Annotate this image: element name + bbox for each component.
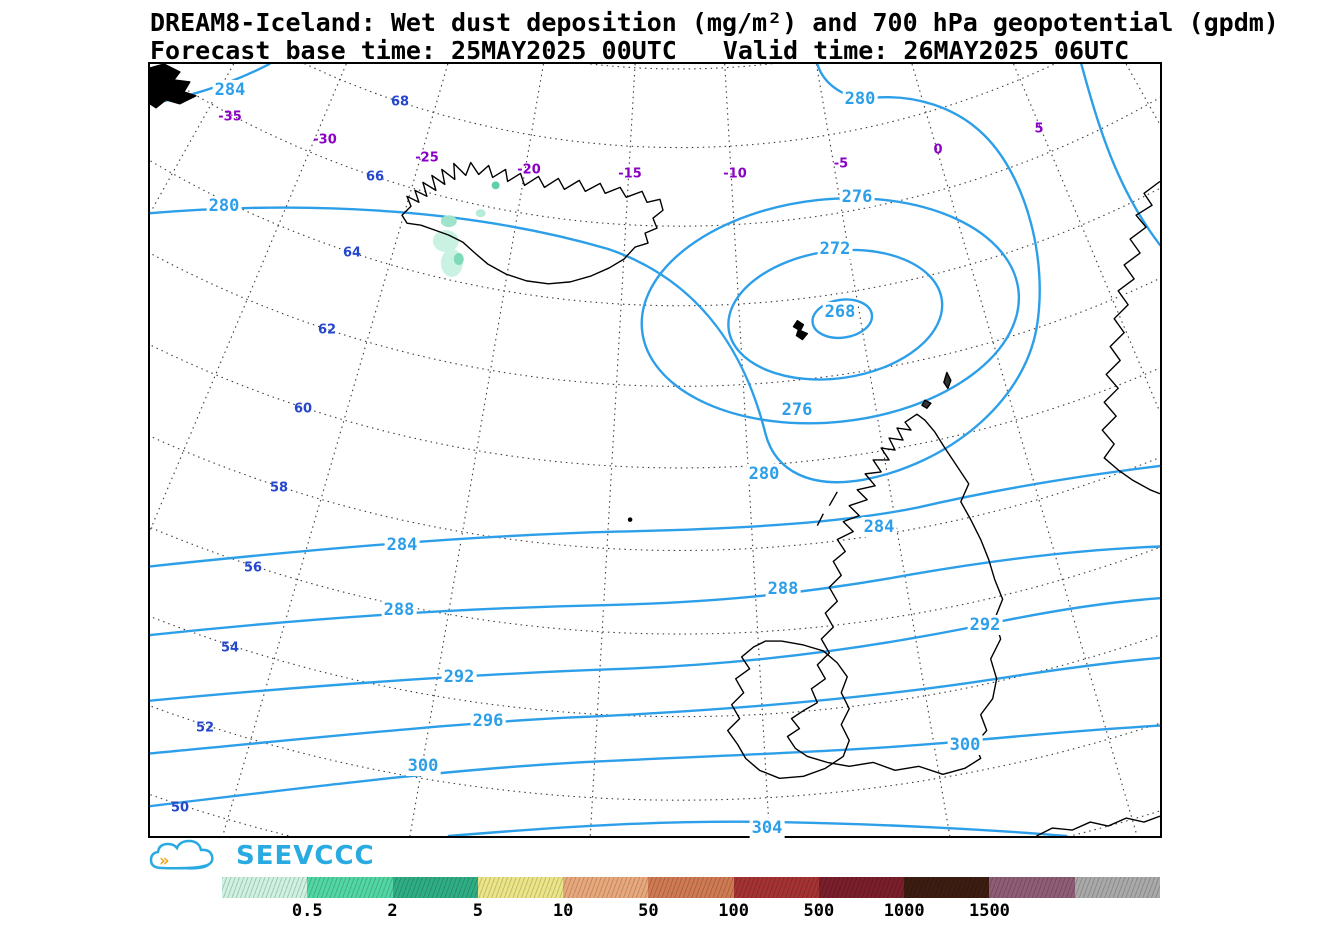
chart-subtitle: Forecast base time: 25MAY2025 00UTC Vali… — [150, 36, 1129, 65]
lon-label: -30 — [313, 132, 337, 148]
lon-label: 0 — [933, 142, 943, 158]
contour-label: 284 — [384, 535, 420, 555]
geopotential-contours — [150, 64, 1160, 836]
coast-iceland — [401, 161, 664, 285]
lat-label: 68 — [390, 94, 410, 110]
lat-label: 56 — [243, 560, 263, 576]
lon-label: -10 — [723, 166, 747, 182]
coastlines — [150, 64, 1160, 836]
coast-great-britain — [786, 413, 1004, 776]
contour-label: 300 — [947, 735, 983, 755]
contour-label: 296 — [470, 711, 506, 731]
colorbar-label: 500 — [803, 901, 835, 921]
coast-st-kilda — [627, 517, 633, 522]
colorbar-segment — [563, 877, 649, 898]
colorbar-label: 10 — [552, 901, 574, 921]
lat-label: 52 — [195, 720, 215, 736]
lat-label: 54 — [220, 640, 240, 656]
lon-label: -35 — [218, 109, 242, 125]
contour-300 — [150, 724, 1160, 808]
colorbar-segment — [648, 877, 734, 898]
coast-shetland — [943, 371, 952, 390]
coast-faroe — [792, 319, 809, 341]
contour-label: 292 — [967, 615, 1003, 635]
map-canvas — [150, 64, 1160, 836]
contour-label: 284 — [861, 517, 897, 537]
coast-greenland — [150, 64, 197, 109]
contour-label: 288 — [381, 600, 417, 620]
colorbar-segment — [477, 877, 564, 898]
contour-label: 280 — [206, 196, 242, 216]
forecast-base-time: Forecast base time: 25MAY2025 00UTC — [150, 36, 677, 65]
lon-label: -15 — [618, 166, 642, 182]
contour-296 — [150, 656, 1160, 755]
lon-label: -20 — [517, 162, 541, 178]
contour-label: 276 — [839, 187, 875, 207]
colorbar-label: 1000 — [883, 901, 925, 921]
colorbar-segment — [818, 877, 905, 898]
map-frame: -35 -30 -25 -20 -15 -10 -5 0 5 68 66 64 62 60 58 56 54 52… — [148, 62, 1162, 838]
colorbar-segment — [307, 877, 393, 898]
colorbar-segment — [989, 877, 1075, 898]
seevccc-logo: » SEEVCCC — [146, 838, 375, 874]
contour-ne-segment — [1080, 64, 1160, 247]
logo-arrows: » — [159, 851, 169, 871]
contour-label: 304 — [749, 818, 785, 838]
colorbar-segment — [904, 877, 990, 898]
colorbar-segment — [1074, 877, 1160, 898]
lat-label: 66 — [365, 169, 385, 185]
contour-label: 280 — [842, 89, 878, 109]
lat-label: 62 — [317, 322, 337, 338]
cloud-icon: » — [149, 839, 214, 871]
coast-france — [1036, 815, 1160, 836]
coast-norway — [1101, 180, 1160, 495]
lat-label: 64 — [342, 245, 362, 261]
contour-288 — [150, 545, 1160, 637]
colorbar-label: 1500 — [968, 901, 1010, 921]
logo-text: SEEVCCC — [236, 841, 375, 871]
contour-label: 268 — [822, 302, 858, 322]
lat-label: 60 — [293, 401, 313, 417]
colorbar-labels: 0.5 2 5 10 50 100 500 1000 1500 — [222, 901, 1160, 923]
colorbar-label: 5 — [472, 901, 483, 921]
contour-280 — [150, 64, 1041, 484]
contour-label: 288 — [765, 579, 801, 599]
lon-label: 5 — [1034, 121, 1044, 137]
contour-label: 284 — [212, 80, 248, 100]
colorbar-label: 2 — [387, 901, 398, 921]
coast-orkney — [921, 399, 932, 409]
contour-label: 272 — [817, 239, 853, 259]
chart-title: DREAM8-Iceland: Wet dust deposition (mg/… — [150, 8, 1279, 37]
colorbar-label: 50 — [638, 901, 659, 921]
contour-label: 276 — [779, 400, 815, 420]
dust-deposition-layer — [432, 181, 500, 277]
colorbar — [222, 877, 1160, 898]
contour-292 — [150, 597, 1160, 702]
lon-label: -25 — [415, 150, 439, 166]
contour-268 — [811, 298, 874, 340]
colorbar-segment — [733, 877, 819, 898]
map-labels: -35 -30 -25 -20 -15 -10 -5 0 5 68 66 64 62 60 58 56 54 52… — [150, 64, 1160, 838]
lat-label: 50 — [170, 800, 190, 816]
lon-label: -5 — [833, 156, 849, 172]
contour-label: 300 — [405, 756, 441, 776]
coast-hebrides — [816, 491, 838, 526]
colorbar-label: 100 — [718, 901, 749, 921]
contour-label: 280 — [746, 464, 782, 484]
contour-label: 292 — [441, 667, 477, 687]
coast-ireland — [727, 640, 850, 779]
contour-276 — [640, 196, 1021, 425]
contour-284 — [150, 464, 1160, 568]
valid-time: Valid time: 26MAY2025 06UTC — [722, 36, 1130, 65]
colorbar-label: 0.5 — [291, 901, 323, 921]
colorbar-segment — [222, 877, 308, 898]
colorbar-segment — [392, 877, 478, 898]
lat-label: 58 — [269, 480, 289, 496]
